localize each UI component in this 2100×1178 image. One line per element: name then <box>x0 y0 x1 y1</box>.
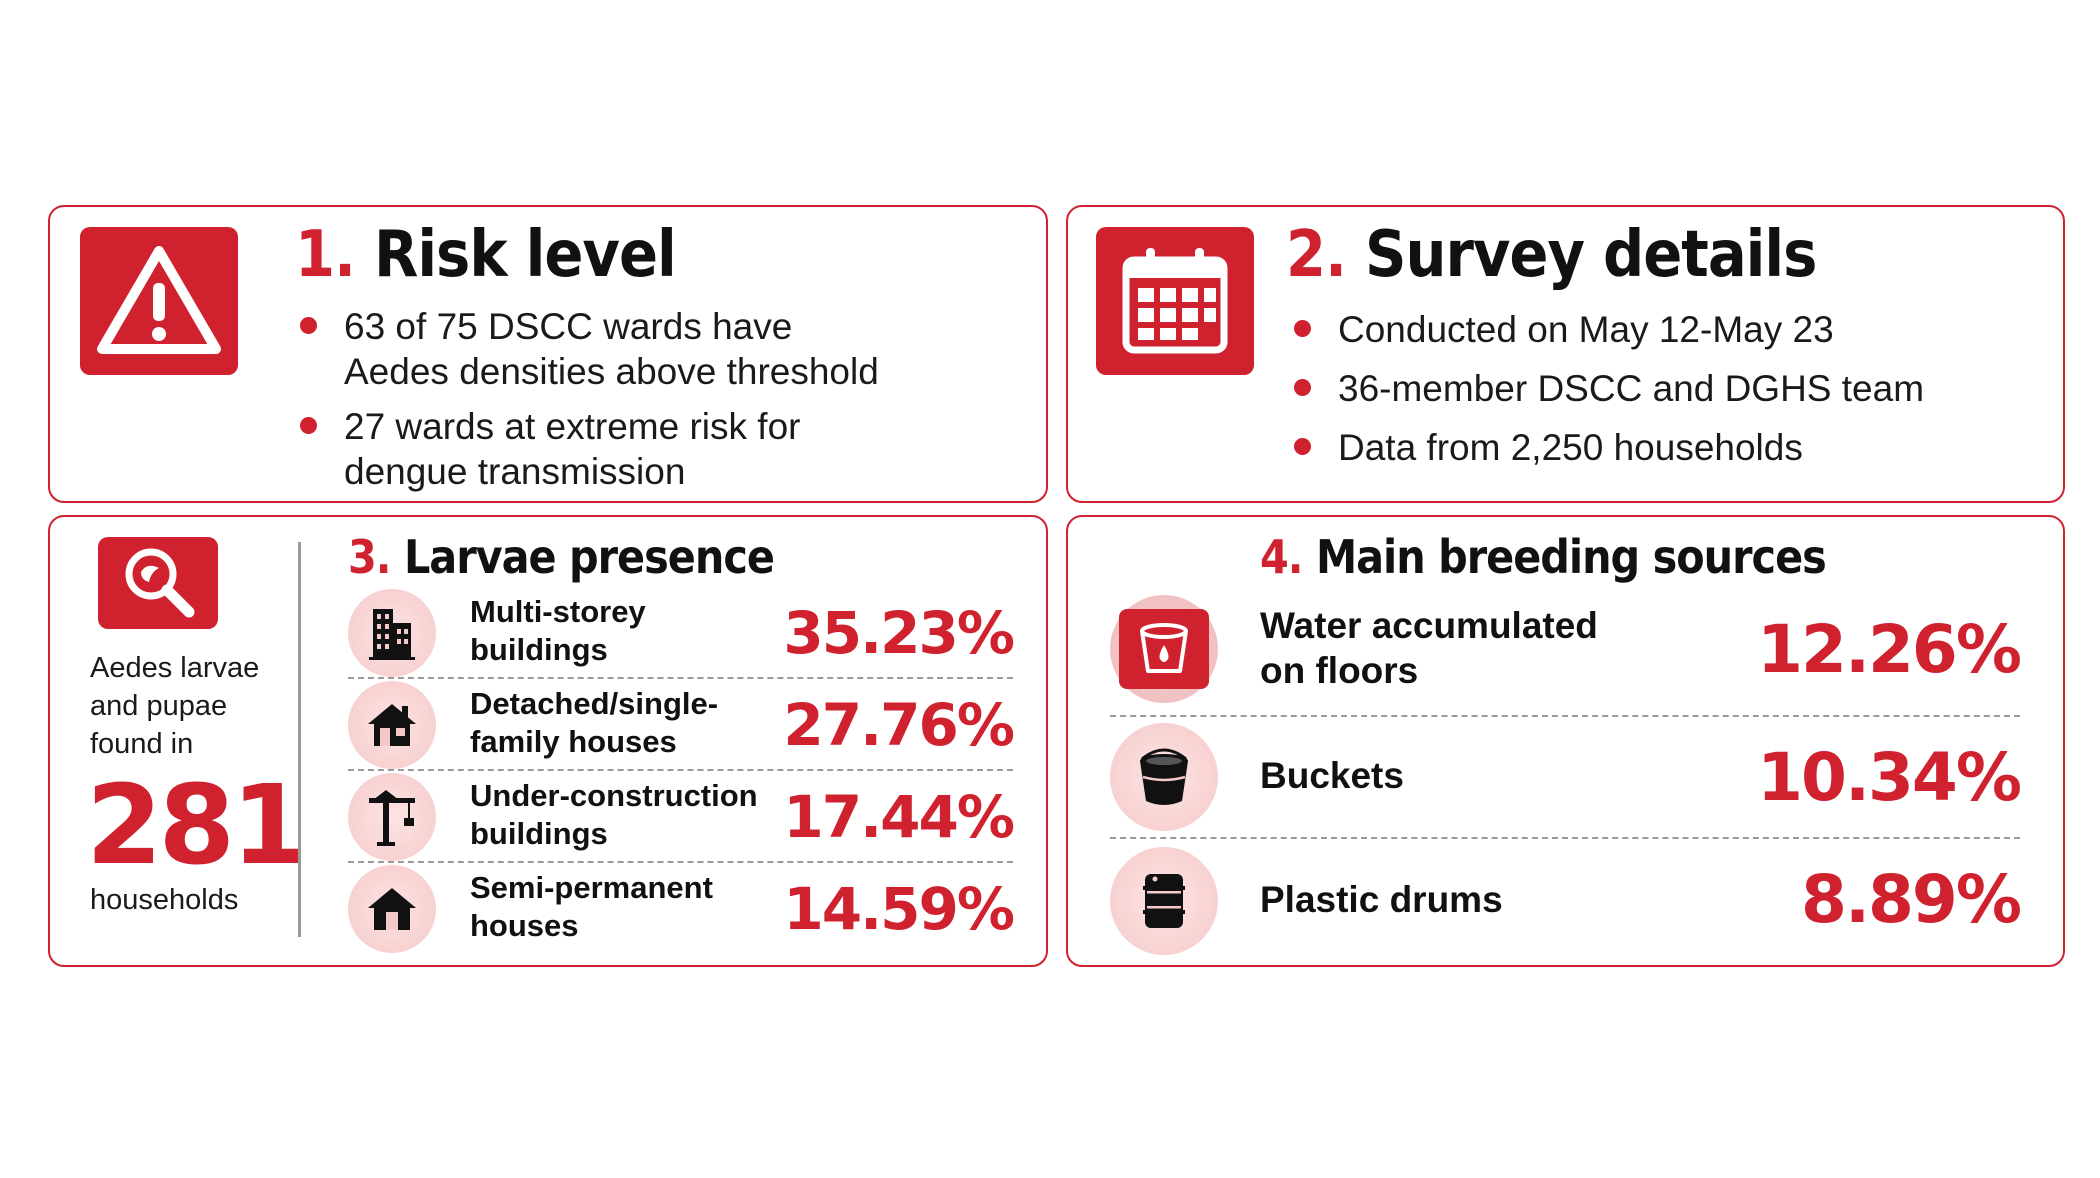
water-cup-icon <box>1110 595 1218 703</box>
risk-bullet: 27 wards at extreme risk for dengue tran… <box>292 404 879 494</box>
household-summary: Aedes larvae and pupae found in 281 hous… <box>86 537 308 919</box>
breeding-row: Buckets 10.34% <box>1110 717 2022 839</box>
row-label: Buckets <box>1260 755 1404 796</box>
magnifier-icon <box>98 537 218 629</box>
larvae-row: Semi-permanent houses 14.59% <box>348 865 1015 955</box>
bullet-line: Aedes densities above threshold <box>344 351 879 392</box>
household-count: 281 <box>86 761 308 889</box>
row-percentage: 8.89% <box>1801 861 2022 938</box>
section-title: Risk level <box>373 218 677 292</box>
survey-bullet: 36-member DSCC and DGHS team <box>1286 366 1924 411</box>
bullet-line: 27 wards at extreme risk for <box>344 406 801 447</box>
section-number: 2. <box>1286 218 1347 292</box>
bullet-line: 63 of 75 DSCC wards have <box>344 306 793 347</box>
house-icon <box>348 681 436 769</box>
caption-line: Aedes larvae <box>90 652 260 684</box>
larvae-presence-title: 3. Larvae presence <box>348 529 775 585</box>
row-percentage: 12.26% <box>1757 611 2022 688</box>
row-label: Multi-storey buildings <box>470 593 800 669</box>
label-line: family houses <box>470 724 677 759</box>
larvae-caption: Aedes larvae and pupae found in <box>90 649 290 763</box>
label-line: Detached/single- <box>470 686 719 721</box>
survey-bullet: Data from 2,250 households <box>1286 425 1924 470</box>
risk-level-panel: 1. Risk level 63 of 75 DSCC wards have A… <box>48 205 1048 503</box>
breeding-sources-panel: 4. Main breeding sources Water accumulat… <box>1066 515 2065 967</box>
building-icon <box>348 589 436 677</box>
row-label: Semi-permanent houses <box>470 869 800 945</box>
label-line: Water accumulated <box>1260 605 1598 646</box>
row-percentage: 14.59% <box>783 875 1015 943</box>
row-percentage: 17.44% <box>783 783 1015 851</box>
section-title: Survey details <box>1364 218 1817 292</box>
section-number: 1. <box>295 218 356 292</box>
bullet-line: dengue transmission <box>344 451 686 492</box>
label-line: buildings <box>470 632 608 667</box>
risk-bullets: 63 of 75 DSCC wards have Aedes densities… <box>292 304 879 494</box>
larvae-row: Detached/single- family houses 27.76% <box>348 681 1015 771</box>
calendar-icon <box>1096 227 1254 375</box>
section-title: Main breeding sources <box>1315 530 1827 584</box>
larvae-presence-panel: Aedes larvae and pupae found in 281 hous… <box>48 515 1048 967</box>
section-number: 3. <box>348 530 392 584</box>
row-label: Water accumulated on floors <box>1260 603 1598 693</box>
survey-bullet: Conducted on May 12-May 23 <box>1286 307 1924 352</box>
label-line: Under-construction <box>470 778 758 813</box>
warning-triangle-icon <box>80 227 238 375</box>
bucket-icon <box>1110 723 1218 831</box>
label-line: Semi-permanent <box>470 870 713 905</box>
larvae-row: Multi-storey buildings 35.23% <box>348 589 1015 679</box>
water-cup-tile <box>1119 609 1209 689</box>
label-line: on floors <box>1260 650 1419 691</box>
label-line: houses <box>470 908 579 943</box>
survey-details-title: 2. Survey details <box>1286 217 1817 293</box>
section-title: Larvae presence <box>403 530 775 584</box>
row-percentage: 35.23% <box>783 599 1015 667</box>
larvae-row: Under-construction buildings 17.44% <box>348 773 1015 863</box>
row-label: Under-construction buildings <box>470 777 800 853</box>
caption-line: and pupae <box>90 690 228 722</box>
crane-icon <box>348 773 436 861</box>
risk-level-title: 1. Risk level <box>295 217 677 293</box>
house-icon <box>348 865 436 953</box>
risk-bullet: 63 of 75 DSCC wards have Aedes densities… <box>292 304 879 394</box>
label-line: Multi-storey <box>470 594 646 629</box>
section-number: 4. <box>1260 530 1304 584</box>
drum-icon <box>1110 847 1218 955</box>
survey-details-panel: 2. Survey details Conducted on May 12-Ma… <box>1066 205 2065 503</box>
breeding-row: Water accumulated on floors 12.26% <box>1110 589 2022 717</box>
label-line: buildings <box>470 816 608 851</box>
breeding-sources-title: 4. Main breeding sources <box>1260 529 1827 585</box>
breeding-row: Plastic drums 8.89% <box>1110 839 2022 961</box>
household-count-unit: households <box>90 884 239 916</box>
row-percentage: 10.34% <box>1757 739 2022 816</box>
row-label: Plastic drums <box>1260 879 1503 920</box>
vertical-divider <box>298 542 301 937</box>
row-label: Detached/single- family houses <box>470 685 800 761</box>
survey-bullets: Conducted on May 12-May 23 36-member DSC… <box>1286 307 1924 470</box>
row-percentage: 27.76% <box>783 691 1015 759</box>
caption-line: found in <box>90 728 194 760</box>
